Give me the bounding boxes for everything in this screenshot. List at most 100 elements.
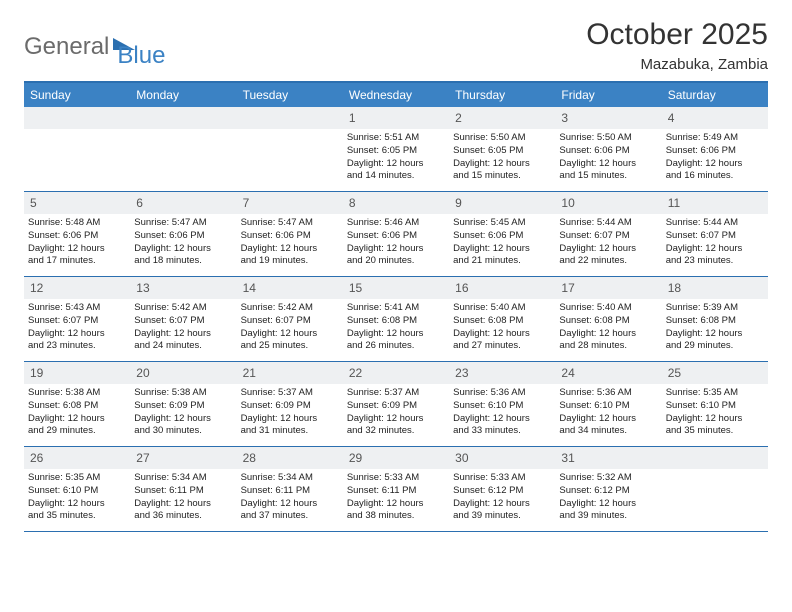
day-number-bar: 9 xyxy=(449,192,555,214)
day-cell: 24Sunrise: 5:36 AMSunset: 6:10 PMDayligh… xyxy=(555,362,661,446)
day-number: 2 xyxy=(455,111,462,125)
weeks-container: 1Sunrise: 5:51 AMSunset: 6:05 PMDaylight… xyxy=(24,107,768,532)
day-cell: 11 Sunrise: 5:44 AMSunset: 6:07 PMDayligh… xyxy=(662,192,768,276)
day-cell: 4 Sunrise: 5:49 AMSunset: 6:06 PMDaylight… xyxy=(662,107,768,191)
day-number: 1 xyxy=(349,111,356,125)
day-info: Sunrise: 5:50 AMSunset: 6:05 PMDaylight:… xyxy=(453,132,551,183)
day-cell: 8Sunrise: 5:46 AMSunset: 6:06 PMDaylight… xyxy=(343,192,449,276)
day-cell xyxy=(24,107,130,191)
weekday-header-cell: Sunday xyxy=(24,83,130,107)
day-number-bar: 17 xyxy=(555,277,661,299)
day-number: 6 xyxy=(136,196,143,210)
day-number-bar xyxy=(24,107,130,129)
day-number-bar: 4 xyxy=(662,107,768,129)
day-number: 23 xyxy=(455,366,468,380)
day-cell: 26Sunrise: 5:35 AMSunset: 6:10 PMDayligh… xyxy=(24,447,130,531)
day-info: Sunrise: 5:34 AMSunset: 6:11 PMDaylight:… xyxy=(241,472,339,523)
day-number: 24 xyxy=(561,366,574,380)
week-row: 12Sunrise: 5:43 AMSunset: 6:07 PMDayligh… xyxy=(24,277,768,362)
day-info: Sunrise: 5:47 AMSunset: 6:06 PMDaylight:… xyxy=(241,217,339,268)
day-number-bar: 8 xyxy=(343,192,449,214)
day-number: 15 xyxy=(349,281,362,295)
day-info: Sunrise: 5:32 AMSunset: 6:12 PMDaylight:… xyxy=(559,472,657,523)
day-number-bar xyxy=(662,447,768,469)
day-info: Sunrise: 5:41 AMSunset: 6:08 PMDaylight:… xyxy=(347,302,445,353)
day-cell: 30Sunrise: 5:33 AMSunset: 6:12 PMDayligh… xyxy=(449,447,555,531)
day-number-bar: 16 xyxy=(449,277,555,299)
weekday-header-cell: Wednesday xyxy=(343,83,449,107)
day-number-bar: 13 xyxy=(130,277,236,299)
day-info: Sunrise: 5:35 AMSunset: 6:10 PMDaylight:… xyxy=(28,472,126,523)
day-cell: 19 Sunrise: 5:38 AMSunset: 6:08 PMDayligh… xyxy=(24,362,130,446)
day-number: 13 xyxy=(136,281,149,295)
day-number-bar: 10 xyxy=(555,192,661,214)
day-number-bar: 7 xyxy=(237,192,343,214)
weekday-header-cell: Saturday xyxy=(662,83,768,107)
day-cell xyxy=(662,447,768,531)
day-info: Sunrise: 5:38 AMSunset: 6:09 PMDaylight:… xyxy=(134,387,232,438)
day-info: Sunrise: 5:42 AMSunset: 6:07 PMDaylight:… xyxy=(134,302,232,353)
day-info: Sunrise: 5:47 AMSunset: 6:06 PMDaylight:… xyxy=(134,217,232,268)
day-number-bar: 29 xyxy=(343,447,449,469)
title-block: October 2025 Mazabuka, Zambia xyxy=(586,18,768,73)
day-info: Sunrise: 5:40 AMSunset: 6:08 PMDaylight:… xyxy=(559,302,657,353)
weekday-header-cell: Friday xyxy=(555,83,661,107)
day-number: 19 xyxy=(30,366,43,380)
day-info: Sunrise: 5:34 AMSunset: 6:11 PMDaylight:… xyxy=(134,472,232,523)
day-cell: 23Sunrise: 5:36 AMSunset: 6:10 PMDayligh… xyxy=(449,362,555,446)
day-info: Sunrise: 5:42 AMSunset: 6:07 PMDaylight:… xyxy=(241,302,339,353)
day-cell: 22Sunrise: 5:37 AMSunset: 6:09 PMDayligh… xyxy=(343,362,449,446)
day-number: 28 xyxy=(243,451,256,465)
day-number-bar: 21 xyxy=(237,362,343,384)
day-number: 3 xyxy=(561,111,568,125)
day-number-bar: 30 xyxy=(449,447,555,469)
day-number: 17 xyxy=(561,281,574,295)
day-number-bar: 25 xyxy=(662,362,768,384)
day-number: 8 xyxy=(349,196,356,210)
day-cell: 14Sunrise: 5:42 AMSunset: 6:07 PMDayligh… xyxy=(237,277,343,361)
day-cell: 9Sunrise: 5:45 AMSunset: 6:06 PMDaylight… xyxy=(449,192,555,276)
day-number: 10 xyxy=(561,196,574,210)
day-number-bar: 23 xyxy=(449,362,555,384)
day-cell: 13 Sunrise: 5:42 AMSunset: 6:07 PMDayligh… xyxy=(130,277,236,361)
day-number: 30 xyxy=(455,451,468,465)
day-info: Sunrise: 5:38 AMSunset: 6:08 PMDaylight:… xyxy=(28,387,126,438)
day-number-bar: 20 xyxy=(130,362,236,384)
calendar-page: General Blue October 2025 Mazabuka, Zamb… xyxy=(0,0,792,542)
weekday-header-cell: Thursday xyxy=(449,83,555,107)
day-number-bar: 24 xyxy=(555,362,661,384)
day-number-bar: 15 xyxy=(343,277,449,299)
day-number-bar: 5 xyxy=(24,192,130,214)
day-cell: 10 Sunrise: 5:44 AMSunset: 6:07 PMDayligh… xyxy=(555,192,661,276)
month-title: October 2025 xyxy=(586,18,768,52)
day-info: Sunrise: 5:49 AMSunset: 6:06 PMDaylight:… xyxy=(666,132,764,183)
day-cell: 2 Sunrise: 5:50 AMSunset: 6:05 PMDaylight… xyxy=(449,107,555,191)
day-cell: 6 Sunrise: 5:47 AMSunset: 6:06 PMDaylight… xyxy=(130,192,236,276)
day-number: 21 xyxy=(243,366,256,380)
day-number: 7 xyxy=(243,196,250,210)
day-cell: 12Sunrise: 5:43 AMSunset: 6:07 PMDayligh… xyxy=(24,277,130,361)
week-row: 26Sunrise: 5:35 AMSunset: 6:10 PMDayligh… xyxy=(24,447,768,532)
day-number-bar: 31 xyxy=(555,447,661,469)
day-info: Sunrise: 5:35 AMSunset: 6:10 PMDaylight:… xyxy=(666,387,764,438)
day-number-bar: 1 xyxy=(343,107,449,129)
day-number-bar: 12 xyxy=(24,277,130,299)
day-cell: 15 Sunrise: 5:41 AMSunset: 6:08 PMDayligh… xyxy=(343,277,449,361)
day-number-bar: 11 xyxy=(662,192,768,214)
day-number-bar: 2 xyxy=(449,107,555,129)
weekday-header-cell: Monday xyxy=(130,83,236,107)
day-cell: 28 Sunrise: 5:34 AMSunset: 6:11 PMDayligh… xyxy=(237,447,343,531)
day-number-bar: 3 xyxy=(555,107,661,129)
day-number-bar: 27 xyxy=(130,447,236,469)
day-info: Sunrise: 5:40 AMSunset: 6:08 PMDaylight:… xyxy=(453,302,551,353)
day-info: Sunrise: 5:44 AMSunset: 6:07 PMDaylight:… xyxy=(666,217,764,268)
day-number: 18 xyxy=(668,281,681,295)
day-cell: 27 Sunrise: 5:34 AMSunset: 6:11 PMDayligh… xyxy=(130,447,236,531)
day-number: 27 xyxy=(136,451,149,465)
day-number: 5 xyxy=(30,196,37,210)
day-cell: 20 Sunrise: 5:38 AMSunset: 6:09 PMDayligh… xyxy=(130,362,236,446)
day-info: Sunrise: 5:44 AMSunset: 6:07 PMDaylight:… xyxy=(559,217,657,268)
day-info: Sunrise: 5:33 AMSunset: 6:11 PMDaylight:… xyxy=(347,472,445,523)
day-number: 12 xyxy=(30,281,43,295)
week-row: 5Sunrise: 5:48 AMSunset: 6:06 PMDaylight… xyxy=(24,192,768,277)
